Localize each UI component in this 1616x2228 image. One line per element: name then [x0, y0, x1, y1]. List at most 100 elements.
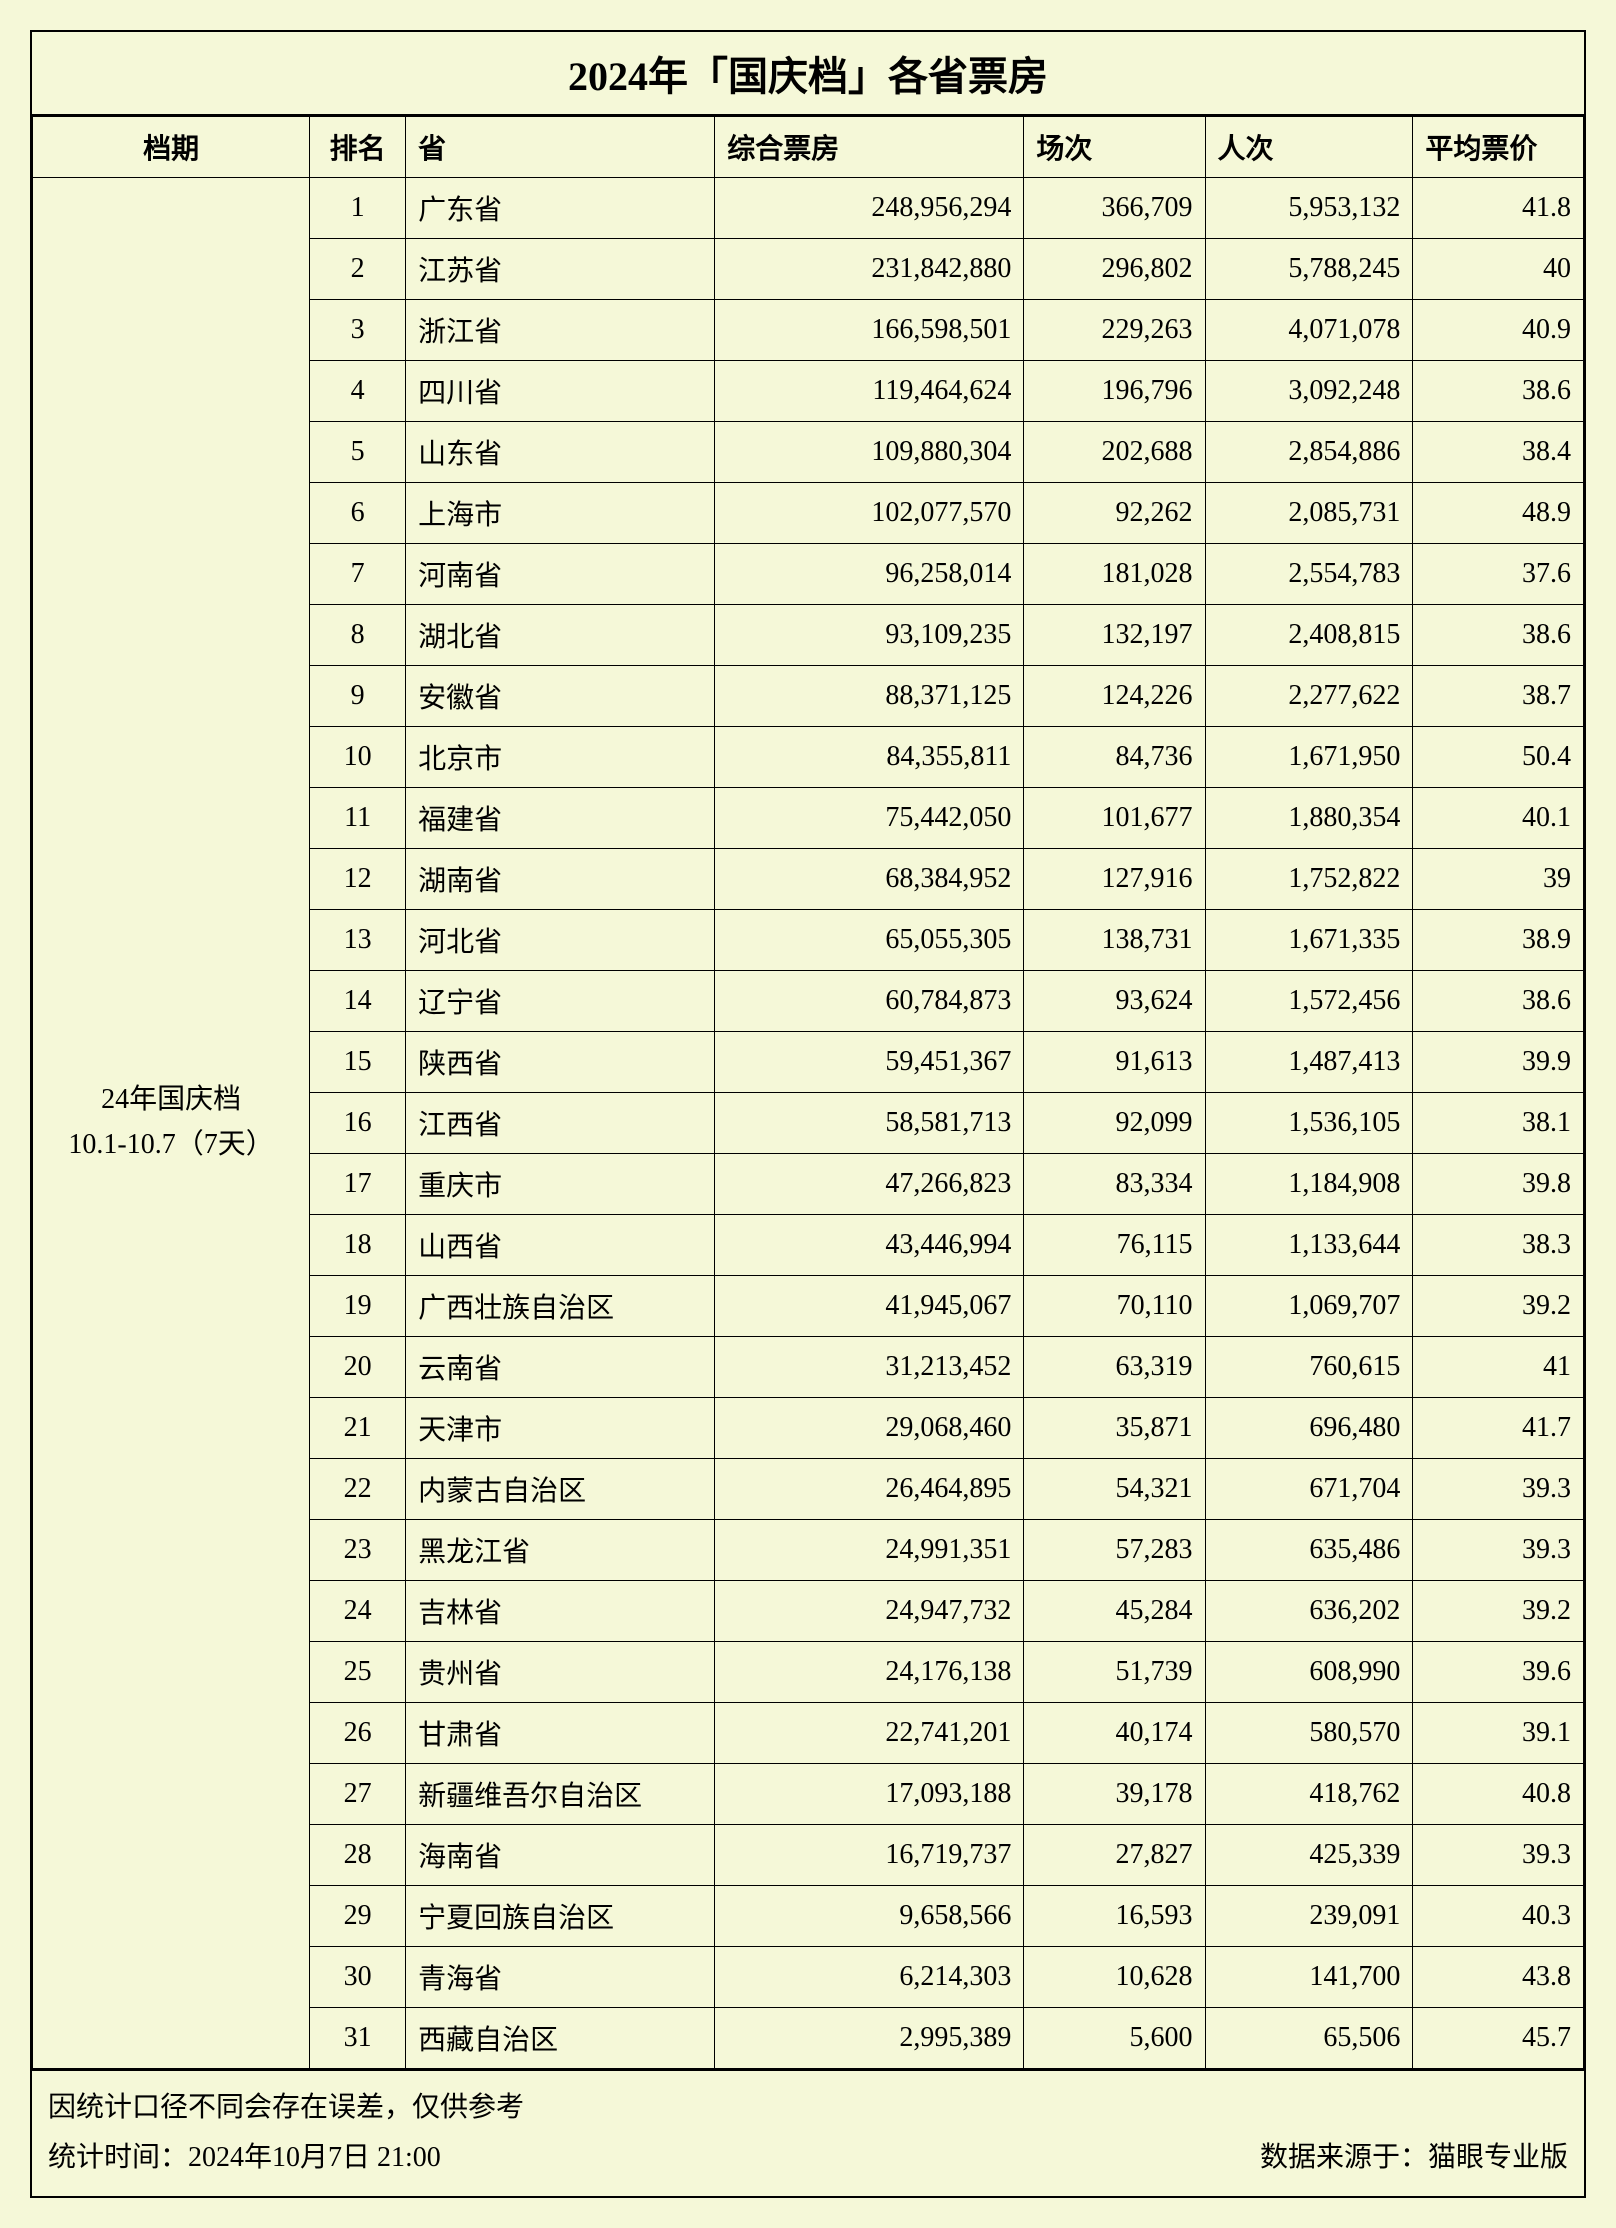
- cell-province: 安徽省: [406, 666, 715, 727]
- cell-avg-price: 38.6: [1413, 361, 1584, 422]
- cell-province: 陕西省: [406, 1032, 715, 1093]
- cell-box-office: 43,446,994: [715, 1215, 1024, 1276]
- cell-sessions: 45,284: [1024, 1581, 1205, 1642]
- cell-sessions: 296,802: [1024, 239, 1205, 300]
- cell-avg-price: 41.7: [1413, 1398, 1584, 1459]
- col-province: 省: [406, 117, 715, 178]
- cell-rank: 24: [310, 1581, 406, 1642]
- table-row: 24年国庆档10.1-10.7（7天）1广东省248,956,294366,70…: [33, 178, 1584, 239]
- cell-attendance: 2,854,886: [1205, 422, 1413, 483]
- cell-sessions: 132,197: [1024, 605, 1205, 666]
- cell-avg-price: 39.1: [1413, 1703, 1584, 1764]
- cell-province: 河南省: [406, 544, 715, 605]
- header-row: 档期 排名 省 综合票房 场次 人次 平均票价: [33, 117, 1584, 178]
- cell-province: 湖南省: [406, 849, 715, 910]
- cell-rank: 12: [310, 849, 406, 910]
- cell-rank: 4: [310, 361, 406, 422]
- cell-sessions: 138,731: [1024, 910, 1205, 971]
- cell-box-office: 109,880,304: [715, 422, 1024, 483]
- cell-avg-price: 38.4: [1413, 422, 1584, 483]
- cell-province: 贵州省: [406, 1642, 715, 1703]
- cell-box-office: 9,658,566: [715, 1886, 1024, 1947]
- cell-avg-price: 50.4: [1413, 727, 1584, 788]
- cell-box-office: 16,719,737: [715, 1825, 1024, 1886]
- cell-province: 上海市: [406, 483, 715, 544]
- cell-province: 北京市: [406, 727, 715, 788]
- col-box-office: 综合票房: [715, 117, 1024, 178]
- cell-sessions: 202,688: [1024, 422, 1205, 483]
- cell-avg-price: 40.3: [1413, 1886, 1584, 1947]
- cell-box-office: 60,784,873: [715, 971, 1024, 1032]
- cell-sessions: 93,624: [1024, 971, 1205, 1032]
- cell-avg-price: 40.9: [1413, 300, 1584, 361]
- col-sessions: 场次: [1024, 117, 1205, 178]
- cell-attendance: 2,085,731: [1205, 483, 1413, 544]
- cell-box-office: 68,384,952: [715, 849, 1024, 910]
- cell-sessions: 35,871: [1024, 1398, 1205, 1459]
- cell-province: 山西省: [406, 1215, 715, 1276]
- cell-box-office: 248,956,294: [715, 178, 1024, 239]
- cell-province: 江西省: [406, 1093, 715, 1154]
- cell-box-office: 88,371,125: [715, 666, 1024, 727]
- cell-attendance: 3,092,248: [1205, 361, 1413, 422]
- cell-sessions: 101,677: [1024, 788, 1205, 849]
- cell-avg-price: 41: [1413, 1337, 1584, 1398]
- cell-avg-price: 40: [1413, 239, 1584, 300]
- cell-box-office: 29,068,460: [715, 1398, 1024, 1459]
- period-cell: 24年国庆档10.1-10.7（7天）: [33, 178, 310, 2069]
- cell-avg-price: 39.2: [1413, 1581, 1584, 1642]
- cell-rank: 10: [310, 727, 406, 788]
- cell-sessions: 83,334: [1024, 1154, 1205, 1215]
- cell-attendance: 2,408,815: [1205, 605, 1413, 666]
- cell-sessions: 10,628: [1024, 1947, 1205, 2008]
- cell-sessions: 91,613: [1024, 1032, 1205, 1093]
- cell-sessions: 92,262: [1024, 483, 1205, 544]
- cell-attendance: 635,486: [1205, 1520, 1413, 1581]
- cell-rank: 20: [310, 1337, 406, 1398]
- cell-avg-price: 39.8: [1413, 1154, 1584, 1215]
- data-source: 数据来源于：猫眼专业版: [1260, 2133, 1568, 2183]
- cell-attendance: 239,091: [1205, 1886, 1413, 1947]
- cell-avg-price: 39.3: [1413, 1520, 1584, 1581]
- cell-avg-price: 40.1: [1413, 788, 1584, 849]
- cell-rank: 8: [310, 605, 406, 666]
- col-attendance: 人次: [1205, 117, 1413, 178]
- cell-attendance: 4,071,078: [1205, 300, 1413, 361]
- cell-avg-price: 38.7: [1413, 666, 1584, 727]
- cell-sessions: 181,028: [1024, 544, 1205, 605]
- cell-attendance: 1,133,644: [1205, 1215, 1413, 1276]
- cell-box-office: 58,581,713: [715, 1093, 1024, 1154]
- cell-attendance: 65,506: [1205, 2008, 1413, 2069]
- cell-attendance: 696,480: [1205, 1398, 1413, 1459]
- cell-box-office: 231,842,880: [715, 239, 1024, 300]
- cell-box-office: 2,995,389: [715, 2008, 1024, 2069]
- cell-rank: 6: [310, 483, 406, 544]
- cell-attendance: 580,570: [1205, 1703, 1413, 1764]
- cell-avg-price: 38.6: [1413, 605, 1584, 666]
- cell-attendance: 1,752,822: [1205, 849, 1413, 910]
- cell-sessions: 57,283: [1024, 1520, 1205, 1581]
- footer-note: 因统计口径不同会存在误差，仅供参考: [48, 2083, 1568, 2133]
- cell-attendance: 1,671,335: [1205, 910, 1413, 971]
- cell-box-office: 31,213,452: [715, 1337, 1024, 1398]
- box-office-table: 档期 排名 省 综合票房 场次 人次 平均票价 24年国庆档10.1-10.7（…: [32, 116, 1584, 2069]
- cell-rank: 29: [310, 1886, 406, 1947]
- stat-time: 统计时间：2024年10月7日 21:00: [48, 2133, 441, 2183]
- cell-attendance: 5,788,245: [1205, 239, 1413, 300]
- cell-box-office: 6,214,303: [715, 1947, 1024, 2008]
- cell-sessions: 92,099: [1024, 1093, 1205, 1154]
- cell-attendance: 1,671,950: [1205, 727, 1413, 788]
- cell-rank: 3: [310, 300, 406, 361]
- cell-rank: 5: [310, 422, 406, 483]
- cell-sessions: 16,593: [1024, 1886, 1205, 1947]
- cell-rank: 16: [310, 1093, 406, 1154]
- cell-sessions: 196,796: [1024, 361, 1205, 422]
- cell-rank: 17: [310, 1154, 406, 1215]
- cell-province: 甘肃省: [406, 1703, 715, 1764]
- cell-box-office: 75,442,050: [715, 788, 1024, 849]
- cell-province: 广东省: [406, 178, 715, 239]
- cell-box-office: 65,055,305: [715, 910, 1024, 971]
- cell-avg-price: 43.8: [1413, 1947, 1584, 2008]
- cell-sessions: 63,319: [1024, 1337, 1205, 1398]
- cell-rank: 14: [310, 971, 406, 1032]
